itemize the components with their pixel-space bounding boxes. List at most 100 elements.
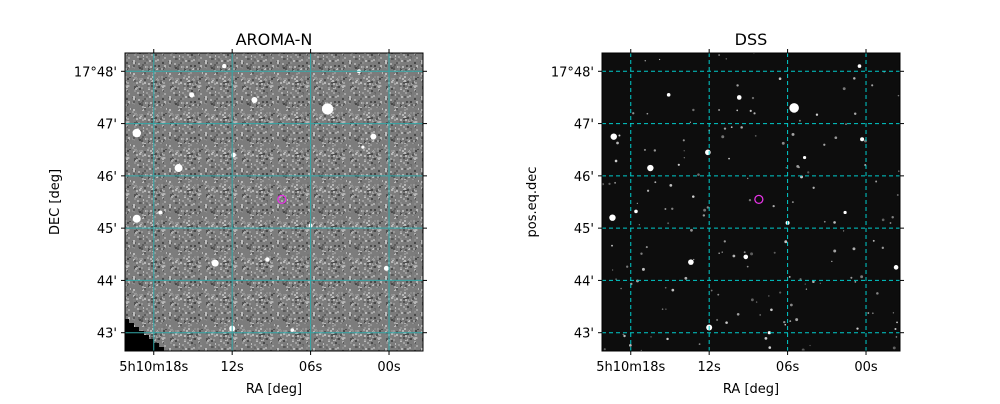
y-tick-label: 46' — [97, 170, 117, 185]
panel-aroma: 5h10m18s 12s 06s 00s 17°48' 47' 46' 45' 44' 43' AR… — [48, 30, 427, 397]
faint-star — [684, 276, 688, 280]
faint-star — [664, 208, 667, 210]
faint-star — [677, 163, 680, 166]
star-14 — [634, 209, 638, 214]
faint-star — [669, 184, 673, 187]
faint-star — [854, 280, 857, 283]
faint-star — [781, 141, 785, 145]
faint-star — [721, 251, 723, 253]
faint-star — [646, 112, 649, 115]
faint-star — [683, 157, 686, 159]
faint-star — [644, 60, 646, 62]
target-marker — [754, 194, 764, 205]
star-2 — [251, 97, 258, 104]
faint-star — [716, 318, 719, 321]
faint-star — [690, 228, 693, 232]
star-12 — [857, 64, 862, 68]
faint-star — [641, 267, 645, 271]
faint-star — [629, 343, 632, 347]
faint-star — [889, 222, 892, 224]
faint-star — [897, 94, 900, 97]
faint-star — [721, 135, 725, 139]
star-5 — [370, 133, 377, 140]
faint-star — [834, 136, 838, 140]
faint-star — [804, 283, 806, 285]
star-4 — [705, 149, 711, 156]
faint-star — [626, 265, 629, 268]
faint-star — [779, 291, 782, 294]
faint-star — [798, 119, 801, 122]
faint-star — [831, 260, 833, 263]
faint-star — [842, 87, 846, 91]
faint-star — [602, 183, 605, 186]
star-9 — [893, 265, 899, 270]
faint-star — [623, 334, 626, 338]
faint-star — [718, 252, 720, 254]
faint-star — [723, 240, 726, 243]
y-tick-label: 45' — [97, 222, 117, 237]
faint-star — [852, 247, 856, 251]
faint-star — [748, 199, 752, 202]
faint-star — [860, 275, 864, 279]
y-tick-label: 43' — [574, 327, 594, 342]
faint-star — [698, 343, 701, 346]
faint-star — [789, 320, 792, 323]
faint-star — [764, 337, 768, 340]
faint-star — [611, 244, 613, 247]
star-1 — [189, 92, 195, 98]
faint-star — [703, 208, 707, 212]
faint-star — [603, 348, 606, 351]
y-axis-label: pos.eq.dec — [525, 167, 540, 238]
faint-star — [871, 84, 874, 87]
x-tick-label: 12s — [221, 360, 245, 375]
faint-star — [616, 141, 619, 145]
faint-star — [750, 252, 754, 256]
faint-star — [815, 113, 819, 116]
faint-star — [812, 280, 815, 284]
y-tick-label: 47' — [97, 118, 117, 133]
faint-star — [618, 134, 621, 137]
faint-star — [807, 171, 810, 174]
faint-star — [770, 308, 773, 312]
star-3 — [321, 103, 334, 115]
faint-star — [725, 321, 728, 324]
y-tick-label: 44' — [574, 274, 594, 289]
y-tick-label: 47' — [574, 118, 594, 133]
faint-star — [853, 77, 856, 80]
y-tick-label: 17°48' — [551, 65, 594, 80]
faint-star — [833, 221, 836, 224]
faint-star — [772, 204, 775, 208]
faint-star — [842, 230, 845, 232]
star-7 — [174, 164, 183, 173]
faint-star — [892, 312, 895, 314]
star-17 — [767, 331, 771, 335]
faint-star — [750, 298, 754, 302]
y-tick-label: 17°48' — [74, 65, 117, 80]
faint-star — [881, 218, 885, 222]
faint-star — [671, 288, 675, 292]
star-1 — [610, 133, 617, 140]
faint-star — [833, 249, 837, 253]
faint-star — [728, 157, 730, 160]
faint-star — [614, 159, 618, 163]
faint-star — [640, 252, 643, 255]
faint-star — [643, 148, 647, 151]
faint-star — [799, 278, 802, 281]
star-7 — [743, 254, 749, 260]
faint-star — [881, 246, 884, 250]
axes-frame — [124, 52, 424, 352]
faint-star — [682, 139, 685, 142]
faint-star — [665, 308, 667, 310]
faint-star — [732, 254, 736, 258]
star-11 — [860, 137, 865, 142]
faint-star — [778, 77, 782, 81]
faint-star — [653, 149, 657, 152]
faint-star — [753, 112, 756, 115]
faint-star — [710, 289, 713, 292]
y-tick-label: 46' — [574, 170, 594, 185]
star-15 — [802, 155, 807, 160]
faint-star — [614, 181, 616, 184]
faint-star — [853, 112, 857, 115]
faint-star — [819, 282, 822, 284]
star-11 — [211, 259, 219, 267]
